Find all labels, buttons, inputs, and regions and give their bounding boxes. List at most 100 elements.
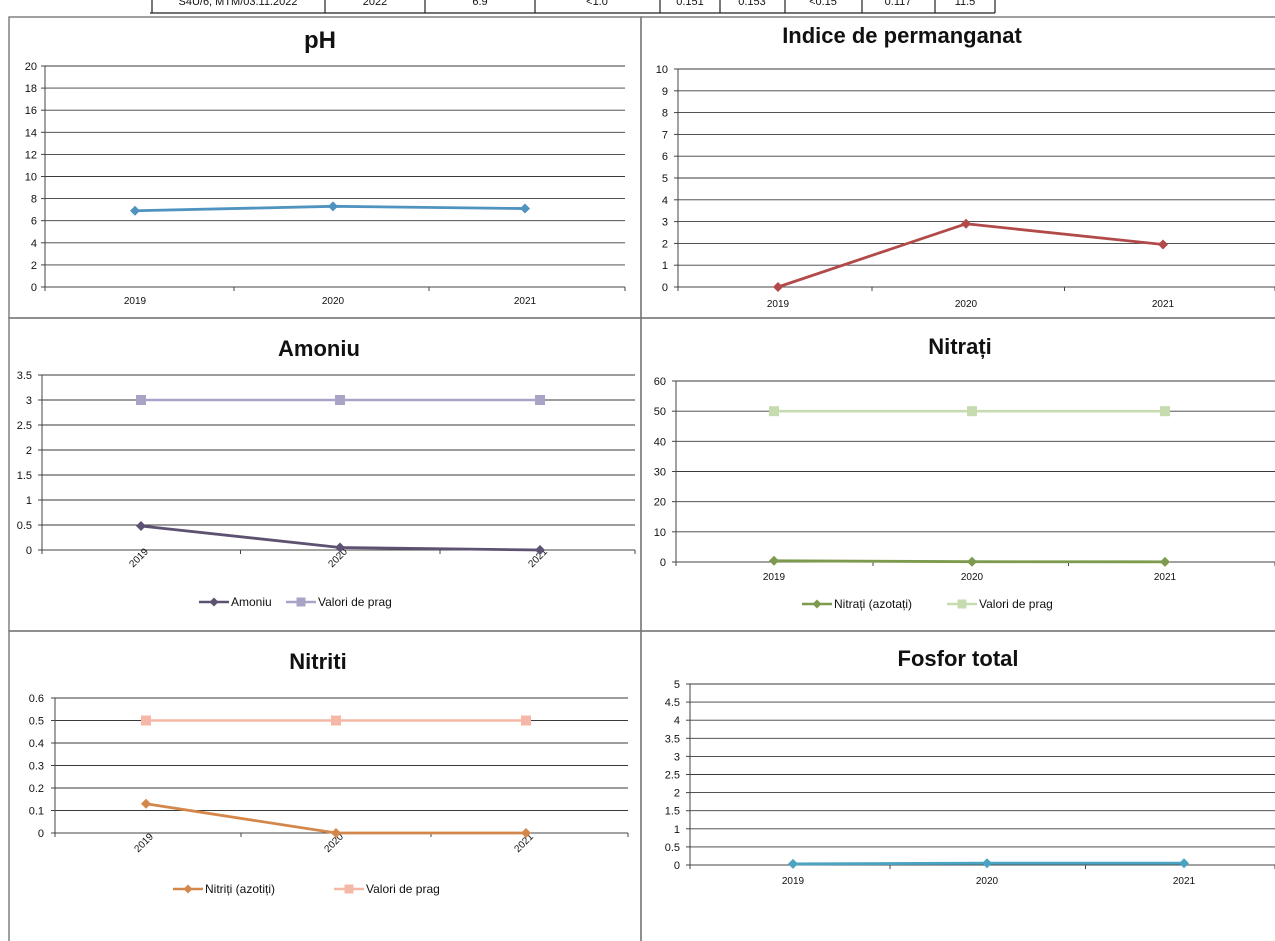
y-tick-label: 10 — [25, 172, 37, 184]
data-point — [335, 542, 345, 553]
header-cell-text: 2022 — [363, 0, 387, 8]
x-tick-label: 2019 — [782, 876, 805, 887]
x-tick-label: 2019 — [767, 299, 790, 310]
header-cell-text: <0.15 — [809, 0, 837, 8]
y-tick-label: 3.5 — [665, 733, 680, 745]
chart-title: Indice de permanganat — [782, 23, 1022, 48]
y-tick-label: 4.5 — [665, 697, 680, 709]
legend-label: Nitriți (azotiți) — [205, 882, 275, 896]
y-tick-label: 1.5 — [665, 806, 680, 818]
x-tick-label: 2019 — [763, 572, 786, 583]
y-tick-label: 0.6 — [29, 693, 44, 705]
y-tick-label: 4 — [31, 238, 37, 250]
data-point — [331, 715, 341, 726]
data-point — [328, 201, 338, 212]
y-tick-label: 16 — [25, 105, 37, 117]
header-cell-text: 0.117 — [885, 0, 912, 8]
y-tick-label: 0.5 — [29, 716, 44, 728]
y-tick-label: 4 — [674, 715, 680, 727]
x-tick-label: 2021 — [514, 296, 537, 307]
table-row-fragment: S4U/6, MTM/03.11.2022 2022 6.9 <1.0 0.151 0.1… — [150, 0, 996, 14]
y-tick-label: 5 — [662, 173, 668, 185]
y-tick-label: 18 — [25, 83, 37, 95]
legend-marker — [183, 884, 193, 894]
data-point — [1160, 556, 1170, 567]
y-tick-label: 0.3 — [29, 761, 44, 773]
y-tick-label: 1 — [26, 495, 32, 507]
x-tick-label: 2021 — [1154, 572, 1177, 583]
y-tick-label: 12 — [25, 149, 37, 161]
y-tick-label: 30 — [654, 467, 666, 479]
y-tick-label: 5 — [674, 679, 680, 691]
header-cell-text: 11.5 — [955, 0, 976, 8]
legend-item: Valori de prag — [334, 882, 440, 896]
legend-label: Amoniu — [231, 595, 272, 609]
y-tick-label: 0 — [26, 545, 32, 557]
y-tick-label: 6 — [31, 216, 37, 228]
y-tick-label: 2 — [31, 260, 37, 272]
y-tick-label: 0.2 — [29, 783, 44, 795]
data-point — [141, 715, 151, 726]
x-tick-label: 2020 — [961, 572, 984, 583]
data-point — [1158, 239, 1168, 250]
chart-title: Nitrați — [928, 334, 992, 359]
data-point — [773, 282, 783, 292]
legend-marker — [957, 599, 967, 609]
y-tick-label: 0.4 — [29, 738, 44, 750]
chart-title: Fosfor total — [898, 646, 1019, 671]
y-tick-label: 7 — [662, 129, 668, 141]
y-tick-label: 2 — [674, 788, 680, 800]
y-tick-label: 0.5 — [665, 842, 680, 854]
x-tick-label: 2020 — [322, 296, 345, 307]
chart-permanganat: Indice de permanganat 0 1 2 3 4 5 6 7 8 9 10 2019 202… — [656, 23, 1275, 310]
y-tick-label: 2 — [662, 238, 668, 250]
legend-item: Valori de prag — [947, 597, 1053, 611]
y-tick-label: 9 — [662, 86, 668, 98]
y-tick-label: 0 — [660, 557, 666, 569]
y-tick-label: 2.5 — [665, 770, 680, 782]
legend-item: Nitriți (azotiți) — [173, 882, 275, 896]
chart-fosfor: Fosfor total 0 0.5 1 1.5 2 2.5 3 3.5 4 4.5 5 2019 202… — [665, 646, 1275, 887]
data-point — [520, 203, 530, 214]
legend-label: Valori de prag — [366, 882, 440, 896]
chart-ph: pH 0 2 4 6 8 10 12 14 16 18 20 2019 2020 2021 — [25, 27, 626, 307]
legend-marker — [209, 597, 219, 607]
legend-marker — [344, 884, 354, 894]
x-tick-label: 2020 — [976, 876, 999, 887]
data-point — [788, 858, 798, 869]
legend-item: Nitrați (azotați) — [802, 597, 912, 611]
y-tick-label: 0 — [674, 860, 680, 872]
y-tick-label: 8 — [662, 108, 668, 120]
data-point — [331, 828, 341, 838]
data-point — [141, 798, 151, 809]
legend-item: Valori de prag — [286, 595, 392, 609]
data-point — [136, 521, 146, 531]
y-tick-label: 0 — [31, 282, 37, 294]
data-point — [982, 858, 992, 869]
data-point — [769, 406, 779, 417]
y-tick-label: 3.5 — [17, 370, 32, 382]
data-point — [335, 395, 345, 405]
legend-item: Amoniu — [199, 595, 272, 609]
panel-border-permanganat — [640, 16, 1275, 319]
x-tick-label: 2019 — [124, 296, 147, 307]
y-tick-label: 6 — [662, 151, 668, 163]
y-tick-label: 0.1 — [29, 806, 44, 818]
y-tick-label: 50 — [654, 406, 666, 418]
legend-marker — [812, 599, 822, 609]
header-cell-text: S4U/6, MTM/03.11.2022 — [178, 0, 297, 8]
legend-label: Nitrați (azotați) — [834, 597, 912, 611]
panel-border-ph — [8, 16, 642, 319]
panel-border-nitrati — [640, 317, 1275, 632]
series-line — [777, 222, 1164, 289]
header-cell-text: 0.151 — [676, 0, 704, 8]
y-tick-label: 3 — [674, 751, 680, 763]
y-tick-label: 10 — [654, 527, 666, 539]
data-point — [130, 205, 140, 216]
chart-title: Nitriti — [289, 649, 346, 674]
y-tick-label: 4 — [662, 195, 668, 207]
data-point — [136, 395, 146, 405]
